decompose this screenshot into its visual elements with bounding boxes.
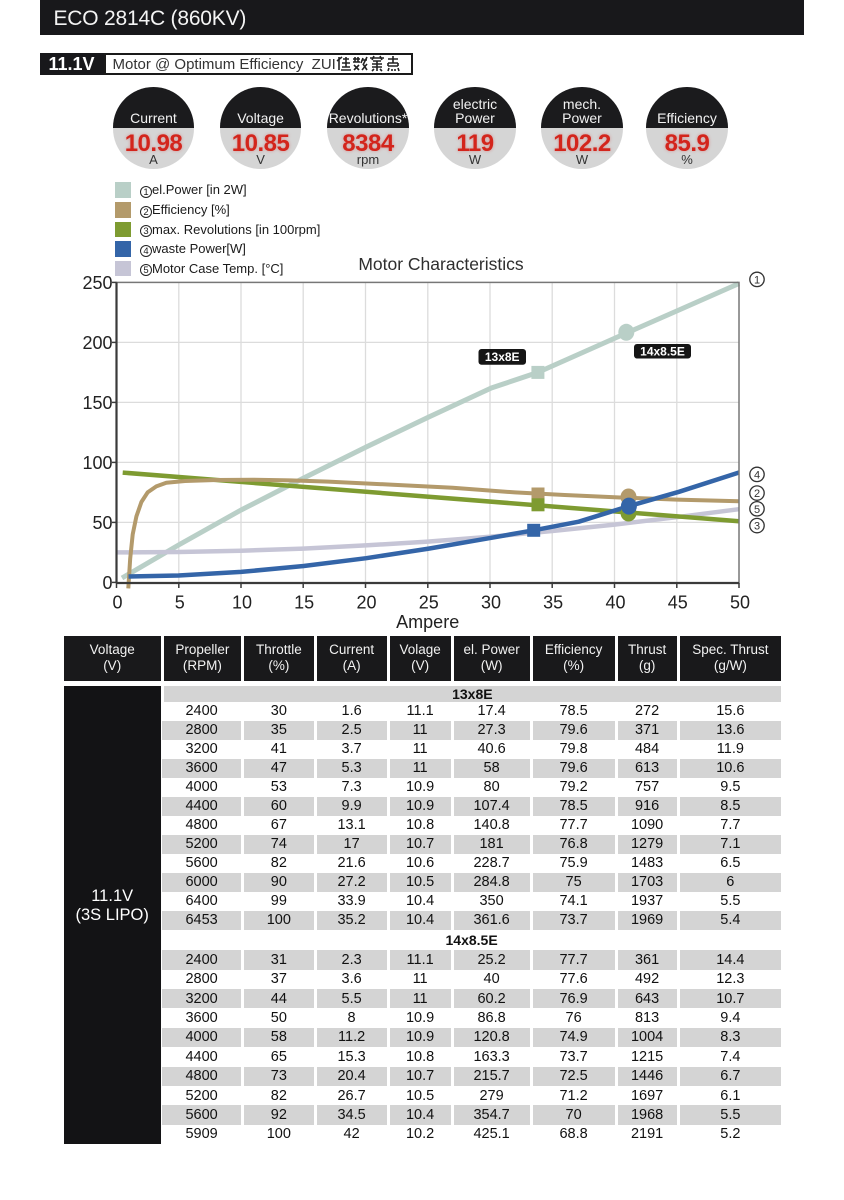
svg-text:0: 0: [112, 593, 122, 613]
svg-text:14x8.5E: 14x8.5E: [640, 345, 685, 359]
svg-text:1: 1: [754, 274, 760, 286]
svg-text:5: 5: [754, 504, 760, 516]
svg-text:25: 25: [419, 593, 439, 613]
svg-text:150: 150: [82, 393, 112, 413]
svg-text:50: 50: [92, 513, 112, 533]
svg-text:30: 30: [481, 593, 501, 613]
svg-text:4: 4: [754, 469, 760, 481]
svg-text:15: 15: [294, 593, 314, 613]
svg-text:3: 3: [754, 521, 760, 533]
svg-text:13x8E: 13x8E: [485, 350, 520, 364]
svg-text:250: 250: [82, 273, 112, 293]
svg-text:10: 10: [232, 593, 252, 613]
svg-text:100: 100: [82, 453, 112, 473]
svg-text:Ampere: Ampere: [396, 612, 459, 632]
svg-text:35: 35: [543, 593, 563, 613]
svg-text:2: 2: [754, 488, 760, 500]
svg-text:5: 5: [175, 593, 185, 613]
svg-text:200: 200: [82, 333, 112, 353]
svg-text:50: 50: [730, 593, 750, 613]
svg-text:40: 40: [605, 593, 625, 613]
svg-text:45: 45: [668, 593, 688, 613]
svg-text:0: 0: [102, 573, 112, 593]
svg-text:20: 20: [356, 593, 376, 613]
